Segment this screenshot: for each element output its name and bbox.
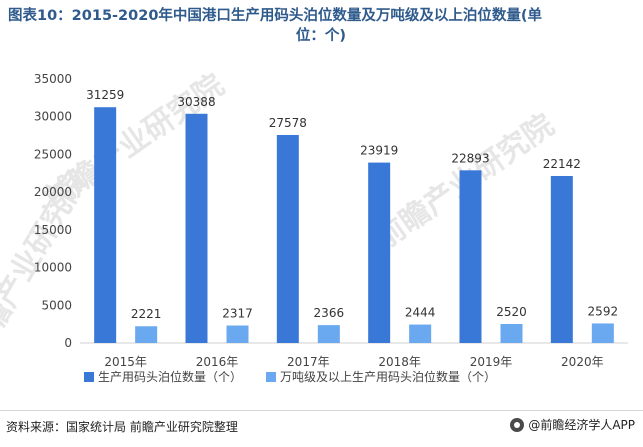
bar <box>135 326 158 343</box>
brand-credit: @前瞻经济学人APP <box>510 416 635 433</box>
bars-group: 31259 30388 27578 23919 22893 22142 2221 2317 23… <box>86 88 618 343</box>
bar-value-label: 27578 <box>269 116 307 130</box>
bar <box>94 107 117 343</box>
legend: 生产用码头泊位数量（个） 万吨级及以上生产用码头泊位数量（个） <box>84 369 496 384</box>
y-tick-label: 25000 <box>34 147 72 161</box>
bar <box>185 113 208 343</box>
x-tick-label: 2018年 <box>378 355 421 369</box>
x-tick-label: 2019年 <box>470 355 513 369</box>
bar-value-label: 2444 <box>405 306 436 320</box>
bar-value-label: 31259 <box>86 88 124 102</box>
bar-value-label: 2221 <box>131 307 162 321</box>
x-tick-label: 2016年 <box>196 355 239 369</box>
bar <box>317 325 340 343</box>
y-tick-label: 5000 <box>41 298 72 312</box>
bar <box>500 323 523 343</box>
chart-title-line1: 图表10：2015-2020年中国港口生产用码头泊位数量及万吨级及以上泊位数量(… <box>8 8 543 24</box>
legend-label: 生产用码头泊位数量（个） <box>98 369 242 384</box>
bar-value-label: 2592 <box>588 304 619 318</box>
bar-value-label: 30388 <box>177 95 215 109</box>
brand-logo-icon <box>510 417 525 432</box>
x-tick-label: 2015年 <box>104 355 147 369</box>
y-axis: 0 5000 10000 15000 20000 25000 30000 35000 <box>34 72 72 350</box>
y-tick-label: 30000 <box>34 110 72 124</box>
x-tick-label: 2020年 <box>561 355 604 369</box>
bar <box>409 324 432 343</box>
x-tick-label: 2017年 <box>287 355 330 369</box>
bar-value-label: 2366 <box>314 306 345 320</box>
bar <box>276 134 299 343</box>
legend-swatch <box>266 372 277 382</box>
legend-label: 万吨级及以上生产用码头泊位数量（个） <box>280 369 496 384</box>
bar-value-label: 22142 <box>543 157 581 171</box>
bar-value-label: 2520 <box>496 305 527 319</box>
source-note: 资料来源：国家统计局 前瞻产业研究院整理 <box>6 420 238 434</box>
x-axis: 2015年 2016年 2017年 2018年 2019年 2020年 <box>80 342 628 369</box>
bar <box>459 170 482 343</box>
brand-label: @前瞻经济学人APP <box>528 418 635 432</box>
bar-value-label: 22893 <box>451 151 489 165</box>
bar-chart: 前瞻产业研究院前瞻产业研究院前瞻产业研究院 050001000015000200… <box>0 68 628 384</box>
bar-value-label: 23919 <box>360 144 398 158</box>
bar <box>368 162 391 343</box>
y-tick-label: 20000 <box>34 185 72 199</box>
y-tick-label: 15000 <box>34 223 72 237</box>
y-tick-label: 0 <box>64 336 72 350</box>
chart-title: 图表10：2015-2020年中国港口生产用码头泊位数量及万吨级及以上泊位数量(… <box>8 6 634 46</box>
y-tick-label: 10000 <box>34 261 72 275</box>
chart-title-line2: 位：个) <box>295 28 347 44</box>
bar <box>226 325 249 343</box>
footer-divider <box>0 410 643 411</box>
y-tick-label: 35000 <box>34 72 72 86</box>
bar <box>591 323 614 343</box>
legend-swatch <box>84 372 94 382</box>
bar <box>550 175 573 343</box>
bar-value-label: 2317 <box>222 307 253 321</box>
